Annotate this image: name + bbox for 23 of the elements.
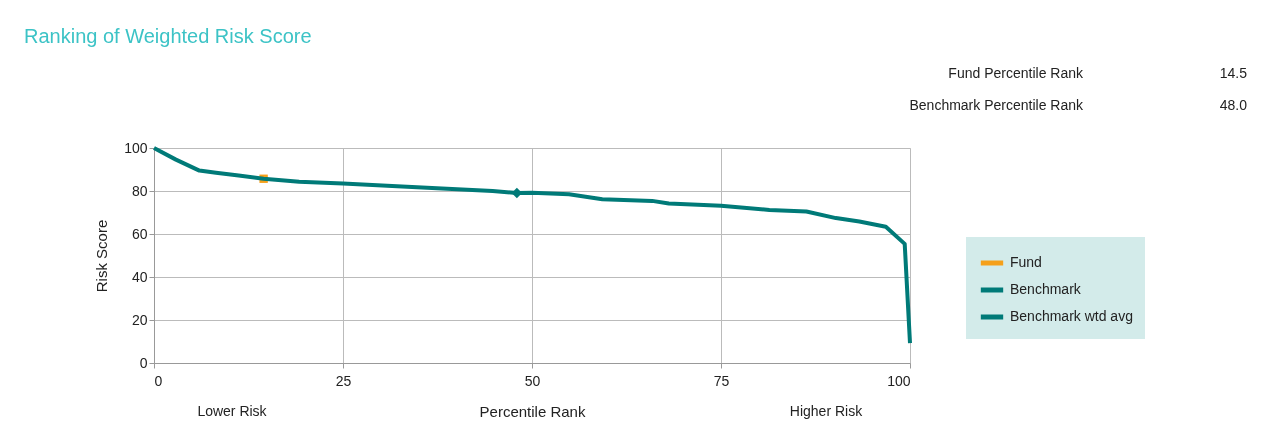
y-tick-label: 0 — [139, 354, 148, 371]
y-tick-label: 60 — [131, 225, 148, 242]
x-tick-label: 0 — [154, 372, 163, 389]
y-tick-label: 80 — [131, 182, 148, 199]
text: Lower Risk — [197, 403, 268, 419]
legend-label: Fund — [1010, 254, 1042, 270]
x-tick-label: 50 — [524, 372, 541, 389]
legend-label: Benchmark wtd avg — [1010, 308, 1133, 324]
text: Fund Percentile Rank — [948, 65, 1084, 81]
x-tick-label: 75 — [713, 372, 730, 389]
y-tick-label: 100 — [124, 139, 148, 156]
text: Higher Risk — [789, 403, 864, 419]
text: 14.5 — [1219, 65, 1248, 81]
y-tick-label: 20 — [131, 311, 148, 328]
y-tick-label: 40 — [131, 268, 148, 285]
text: Benchmark Percentile Rank — [909, 97, 1084, 113]
y-axis-title: Risk Score — [93, 219, 111, 293]
text: 48.0 — [1219, 97, 1248, 113]
legend-label: Benchmark — [1010, 281, 1082, 297]
chart-title: Ranking of Weighted Risk Score — [24, 25, 312, 47]
x-tick-label: 25 — [335, 372, 352, 389]
x-tick-label: 100 — [887, 372, 911, 389]
x-axis-title: Percentile Rank — [479, 402, 586, 420]
